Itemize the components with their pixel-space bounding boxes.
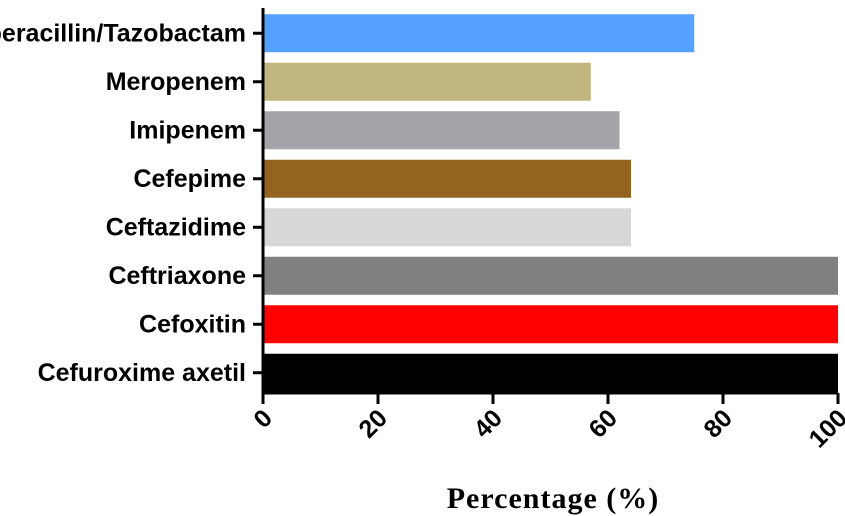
category-label: Ceftazidime <box>106 213 246 241</box>
x-tick-label: 40 <box>468 404 507 443</box>
x-tick-label: 80 <box>698 404 737 443</box>
bar-3 <box>263 111 620 150</box>
x-tick-labels: 0 20 40 60 80 100 <box>248 404 845 453</box>
bars-group <box>263 14 838 392</box>
bar-7 <box>263 305 838 344</box>
category-label: Cefuroxime axetil <box>38 359 246 387</box>
y-axis-ticks <box>253 31 263 375</box>
x-tick-label: 60 <box>583 404 622 443</box>
x-axis-ticks <box>261 393 840 404</box>
x-tick-label: 20 <box>353 404 392 443</box>
x-tick-label: 100 <box>804 404 845 453</box>
category-label: Cefoxitin <box>139 310 246 338</box>
category-label: Meropenem <box>106 68 246 96</box>
bar-2 <box>263 62 591 101</box>
bar-4 <box>263 159 631 198</box>
x-axis-title: Percentage (%) <box>447 482 660 515</box>
category-labels: Piperacillin/Tazobactam Meropenem Imipenem… <box>0 19 246 387</box>
bar-6 <box>263 256 838 295</box>
bar-5 <box>263 208 631 247</box>
bar-1 <box>263 14 695 53</box>
bar-8 <box>263 353 838 392</box>
x-tick-label: 0 <box>248 404 278 434</box>
category-label: Cefepime <box>133 165 246 193</box>
category-label: Imipenem <box>129 116 246 144</box>
category-label: Piperacillin/Tazobactam <box>0 19 246 47</box>
category-label: Ceftriaxone <box>108 262 246 290</box>
